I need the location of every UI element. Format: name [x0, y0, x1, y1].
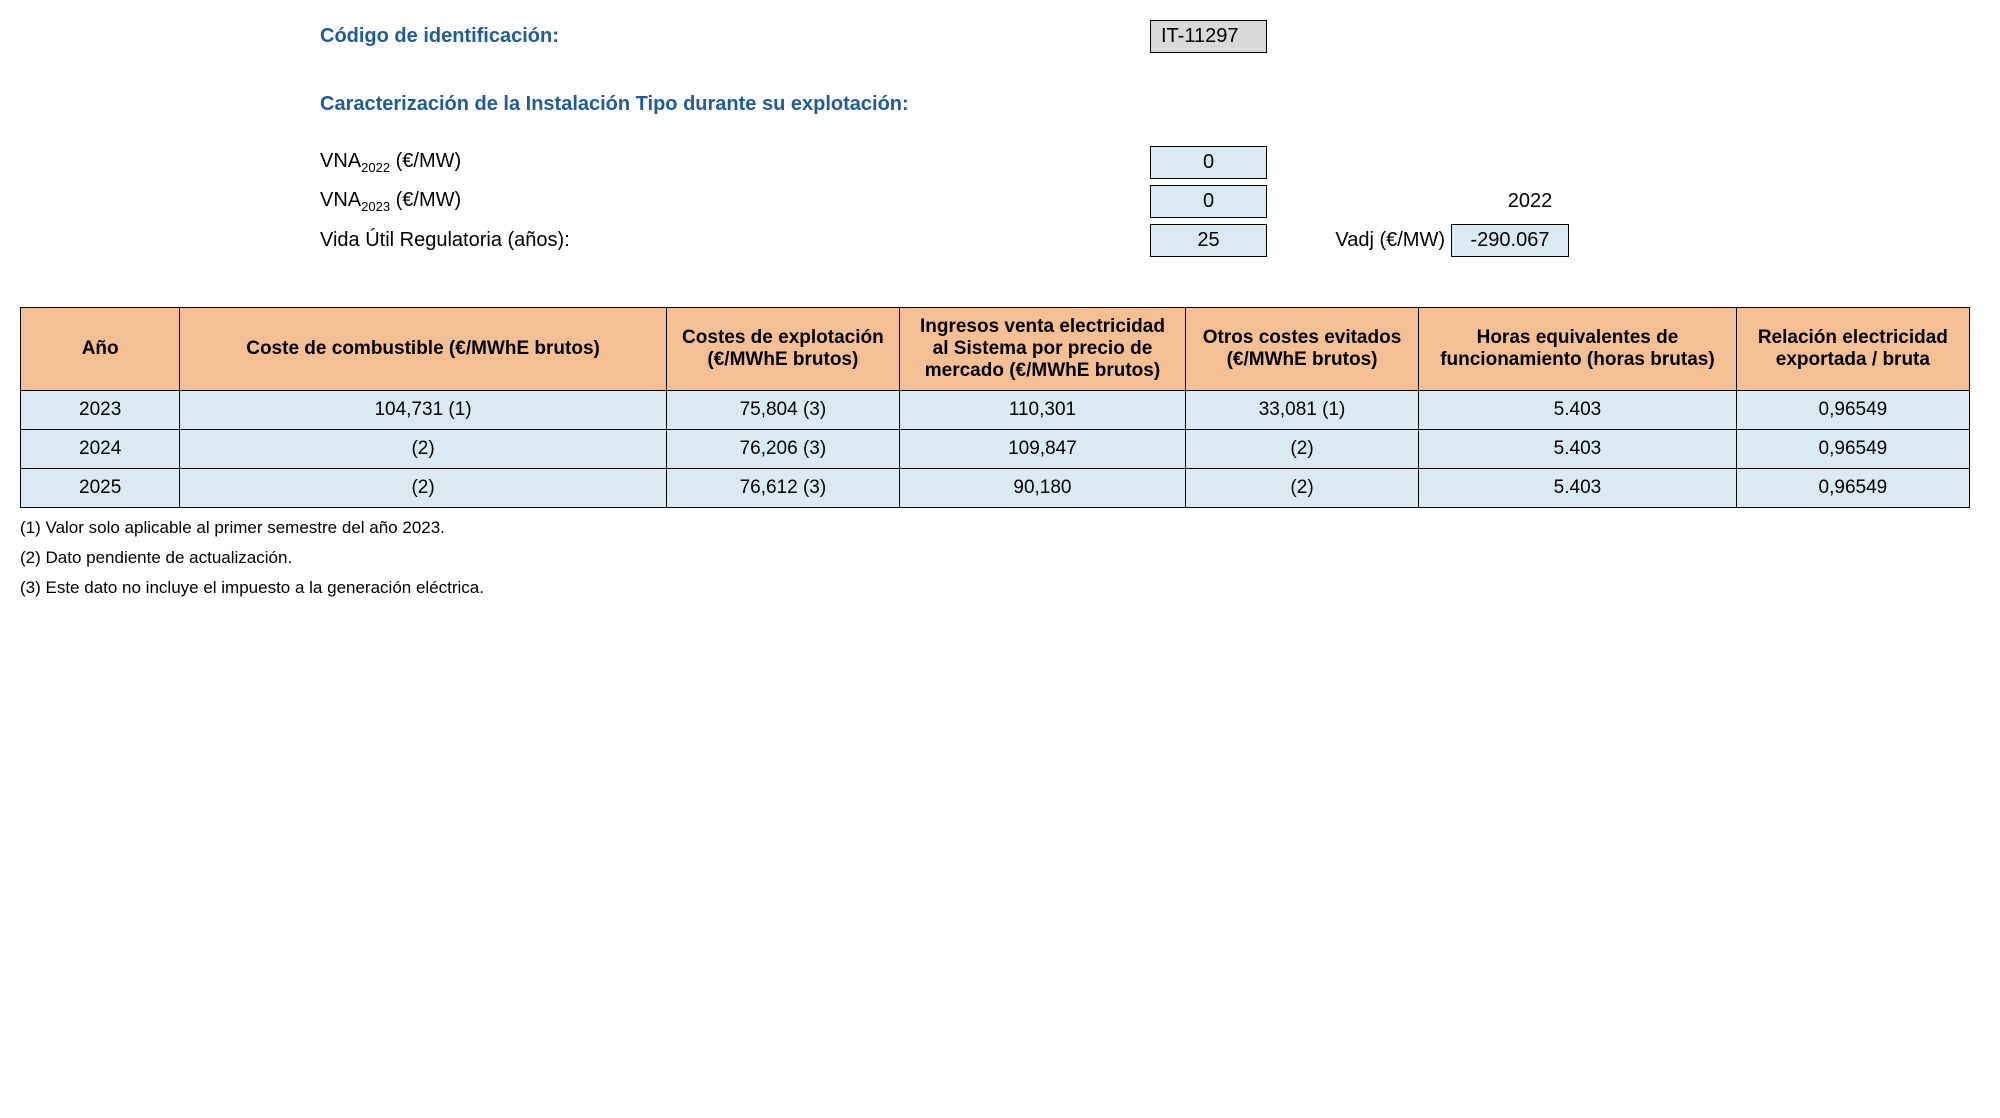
footnote-3: (3) Este dato no incluye el impuesto a l…	[20, 578, 1980, 598]
id-code-box: IT-11297	[1150, 20, 1267, 53]
life-row: Vida Útil Regulatoria (años): 25 Vadj (€…	[320, 224, 1980, 257]
life-label: Vida Útil Regulatoria (años):	[320, 229, 1150, 252]
cell-hours: 5.403	[1419, 469, 1737, 508]
characterization-heading: Caracterización de la Instalación Tipo d…	[320, 93, 1980, 116]
cell-hours: 5.403	[1419, 430, 1737, 469]
table-row: 2024(2)76,206 (3)109,847(2)5.4030,96549	[21, 430, 1970, 469]
table-row: 2025(2)76,612 (3)90,180(2)5.4030,96549	[21, 469, 1970, 508]
th-other: Otros costes evitados (€/MWhE brutos)	[1185, 308, 1418, 391]
vna2022-row: VNA2022 (€/MW) 0	[320, 146, 1980, 179]
cell-other: (2)	[1185, 430, 1418, 469]
cell-opex: 75,804 (3)	[666, 391, 899, 430]
cell-other: 33,081 (1)	[1185, 391, 1418, 430]
vna-prefix-2: VNA	[320, 189, 361, 211]
id-row: Código de identificación: IT-11297	[320, 20, 1980, 53]
cell-hours: 5.403	[1419, 391, 1737, 430]
cell-rev: 110,301	[899, 391, 1185, 430]
cell-other: (2)	[1185, 469, 1418, 508]
cell-year: 2025	[21, 469, 180, 508]
th-opex: Costes de explotación (€/MWhE brutos)	[666, 308, 899, 391]
vna2022-value: 0	[1150, 146, 1267, 179]
vna2022-label: VNA2022 (€/MW)	[320, 150, 1150, 175]
th-rev: Ingresos venta electricidad al Sistema p…	[899, 308, 1185, 391]
th-hours: Horas equivalentes de funcionamiento (ho…	[1419, 308, 1737, 391]
th-fuel: Coste de combustible (€/MWhE brutos)	[180, 308, 666, 391]
footnotes: (1) Valor solo aplicable al primer semes…	[20, 518, 1980, 598]
vadj-label: Vadj (€/MW)	[1295, 229, 1445, 252]
data-table: Año Coste de combustible (€/MWhE brutos)…	[20, 307, 1970, 508]
cell-ratio: 0,96549	[1736, 469, 1969, 508]
footnote-1: (1) Valor solo aplicable al primer semes…	[20, 518, 1980, 538]
cell-opex: 76,612 (3)	[666, 469, 899, 508]
cell-ratio: 0,96549	[1736, 391, 1969, 430]
vna-unit-2: (€/MW)	[390, 189, 461, 211]
cell-rev: 109,847	[899, 430, 1185, 469]
vna2023-value: 0	[1150, 185, 1267, 218]
table-header-row: Año Coste de combustible (€/MWhE brutos)…	[21, 308, 1970, 391]
th-ratio: Relación electricidad exportada / bruta	[1736, 308, 1969, 391]
vna2023-row: VNA2023 (€/MW) 0 2022	[320, 185, 1980, 218]
vadj-value: -290.067	[1451, 224, 1569, 257]
cell-ratio: 0,96549	[1736, 430, 1969, 469]
life-value: 25	[1150, 224, 1267, 257]
cell-fuel: (2)	[180, 469, 666, 508]
cell-year: 2024	[21, 430, 180, 469]
adj-year: 2022	[1445, 190, 1615, 213]
document-container: Código de identificación: IT-11297 Carac…	[20, 20, 1980, 598]
cell-opex: 76,206 (3)	[666, 430, 899, 469]
vna2023-label: VNA2023 (€/MW)	[320, 189, 1150, 214]
vna2022-sub: 2022	[361, 160, 390, 175]
cell-fuel: (2)	[180, 430, 666, 469]
th-year: Año	[21, 308, 180, 391]
vna-unit: (€/MW)	[390, 150, 461, 172]
table-row: 2023104,731 (1)75,804 (3)110,30133,081 (…	[21, 391, 1970, 430]
vna2023-sub: 2023	[361, 199, 390, 214]
cell-rev: 90,180	[899, 469, 1185, 508]
id-label: Código de identificación:	[320, 25, 1150, 48]
cell-fuel: 104,731 (1)	[180, 391, 666, 430]
cell-year: 2023	[21, 391, 180, 430]
table-body: 2023104,731 (1)75,804 (3)110,30133,081 (…	[21, 391, 1970, 508]
footnote-2: (2) Dato pendiente de actualización.	[20, 548, 1980, 568]
vna-prefix: VNA	[320, 150, 361, 172]
